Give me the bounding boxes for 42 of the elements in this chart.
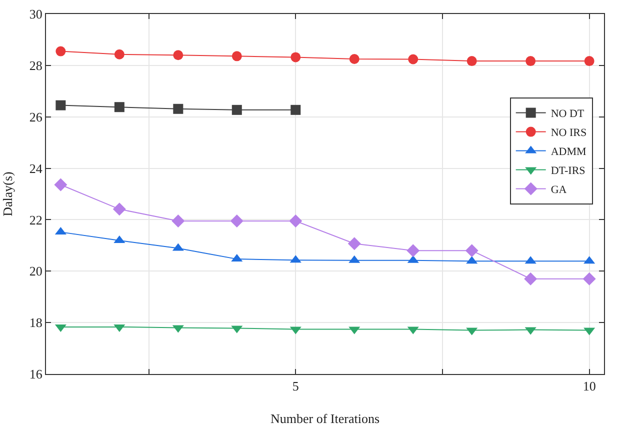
- point: [232, 104, 242, 115]
- x-tick-label: 5: [292, 378, 299, 394]
- point: [114, 49, 124, 60]
- y-tick-label: 30: [29, 6, 42, 22]
- point: [290, 104, 301, 115]
- point: [173, 104, 184, 114]
- x-axis-title: Number of Iterations: [270, 411, 380, 426]
- y-tick-label: 24: [29, 160, 43, 176]
- point: [524, 272, 538, 286]
- point: [230, 214, 244, 228]
- point: [114, 102, 124, 112]
- y-tick-label: 28: [29, 58, 42, 73]
- point: [582, 272, 596, 286]
- y-tick-label: 18: [29, 315, 42, 330]
- point: [349, 54, 360, 64]
- legend-label: NO IRS: [550, 127, 587, 140]
- y-axis-title: Dalay(s): [0, 172, 15, 216]
- point: [584, 56, 594, 66]
- point: [232, 51, 242, 62]
- point: [56, 100, 66, 110]
- point: [112, 202, 126, 216]
- point: [173, 50, 184, 60]
- point: [56, 46, 66, 56]
- point: [408, 54, 418, 64]
- y-tick-label: 22: [29, 212, 42, 228]
- point: [406, 244, 420, 258]
- point: [465, 244, 478, 258]
- point: [54, 178, 68, 192]
- y-tick-label: 26: [29, 109, 43, 124]
- legend-label: ADMM: [550, 146, 587, 158]
- point: [348, 237, 361, 250]
- x-tick-label: 10: [582, 378, 596, 394]
- point: [172, 214, 185, 228]
- legend-label: GA: [550, 184, 567, 196]
- point: [526, 56, 536, 66]
- y-tick-label: 20: [29, 264, 42, 279]
- y-tick-label: 16: [29, 366, 43, 382]
- legend-label: DT-IRS: [550, 165, 586, 178]
- legend-label: NO DT: [550, 108, 584, 120]
- point: [290, 52, 301, 62]
- point: [466, 56, 477, 66]
- point: [289, 214, 302, 228]
